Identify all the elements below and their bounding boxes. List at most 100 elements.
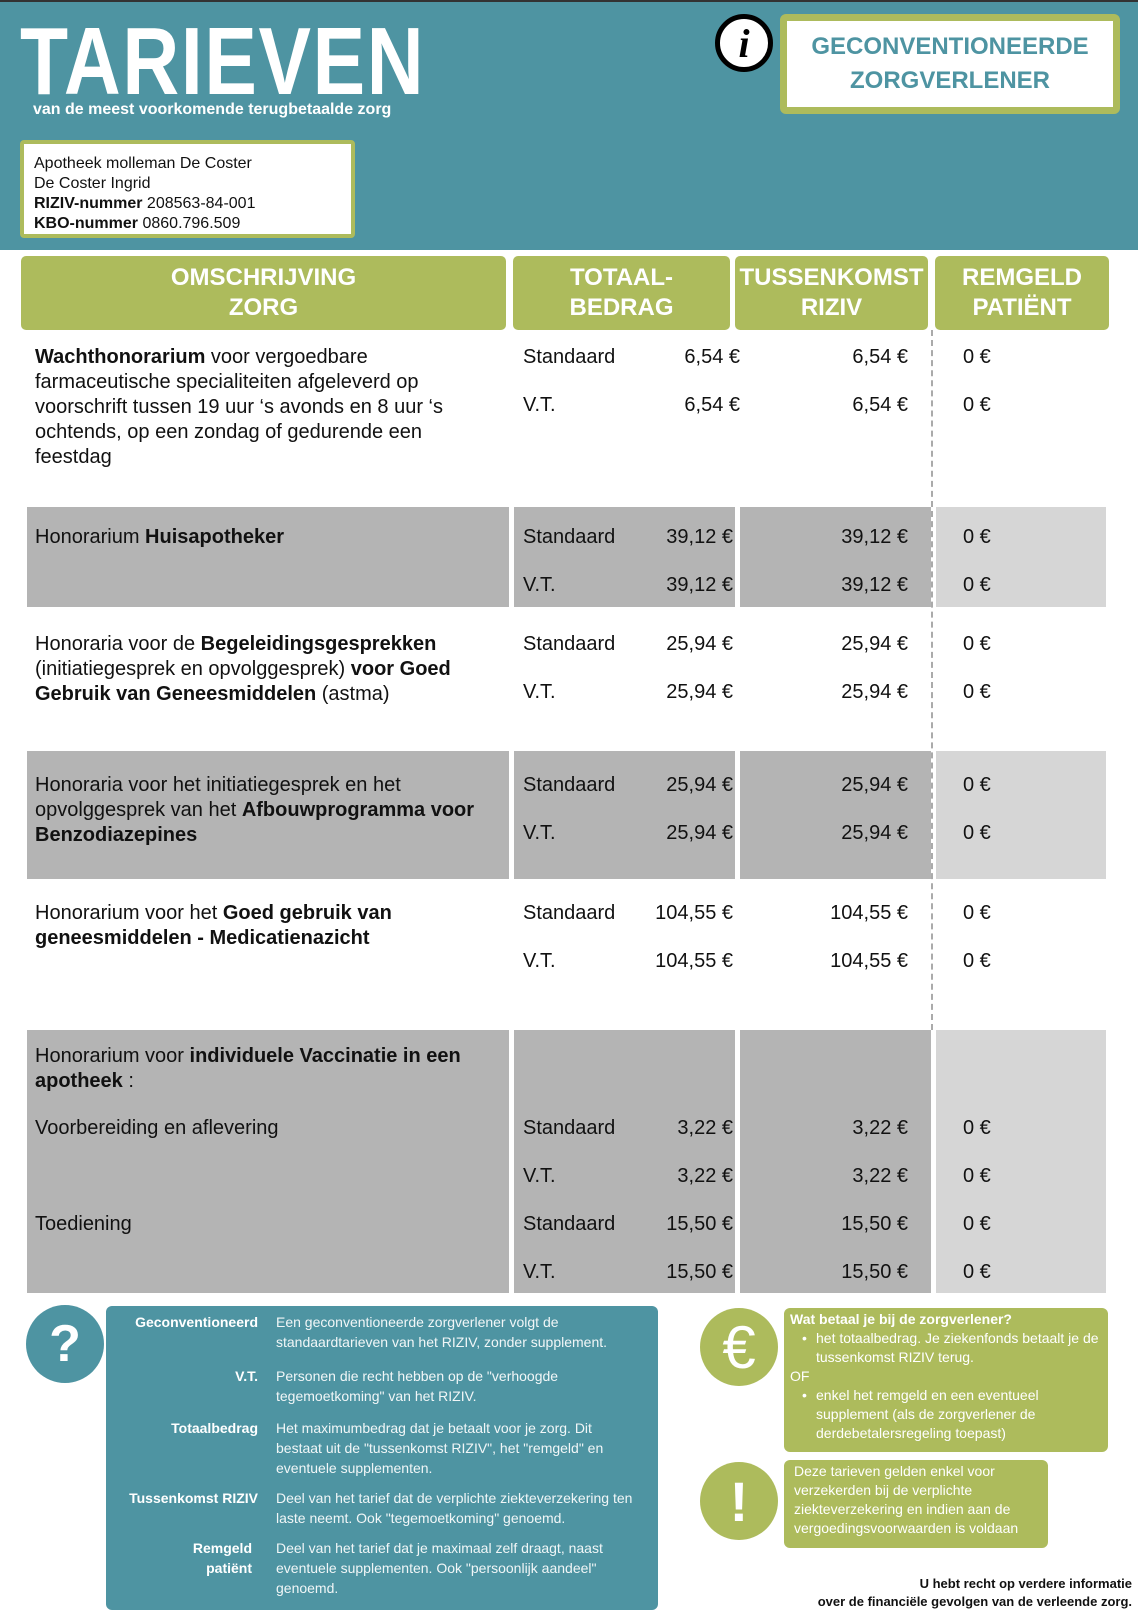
payment-info-box: Wat betaal je bij de zorgverlener? het t… <box>784 1308 1108 1452</box>
remgeld-value: 0 € <box>963 950 991 972</box>
description-segment: Wachthonorarium <box>35 346 206 368</box>
pharmacy-info: Apotheek molleman De Coster De Coster In… <box>20 140 355 238</box>
remgeld-value: 0 € <box>963 526 991 548</box>
rate-type-label: V.T. <box>523 950 556 972</box>
row-description: Honoraria voor het initiatiegesprek en h… <box>35 773 485 848</box>
remgeld-value: 0 € <box>963 394 991 416</box>
row-bg-description <box>27 1030 509 1293</box>
row-bg-totaal <box>514 1030 735 1293</box>
remgeld-value: 0 € <box>963 346 991 368</box>
payment-or: OF <box>790 1368 810 1384</box>
rate-type-label: V.T. <box>523 822 556 844</box>
totaal-value: 104,55 € <box>655 950 733 972</box>
tussenkomst-value: 15,50 € <box>841 1213 908 1235</box>
row-description: Wachthonorarium voor vergoedbare farmace… <box>35 345 485 470</box>
description-segment: Begeleidingsgesprekken <box>200 633 437 655</box>
glossary-term: Tussenkomst RIZIV <box>129 1490 258 1506</box>
payment-option: enkel het remgeld en een eventueel suppl… <box>790 1386 1102 1443</box>
description-segment: : <box>122 1070 134 1092</box>
rate-type-label: V.T. <box>523 394 556 416</box>
description-segment: individuele Vaccinatie in een apotheek <box>35 1045 461 1092</box>
tussenkomst-value: 104,55 € <box>830 950 908 972</box>
col-label: TUSSENKOMST <box>739 264 924 291</box>
col-label: ZORG <box>228 294 299 321</box>
kbo-value: 0860.796.509 <box>142 215 241 232</box>
row-bg-description <box>27 751 509 879</box>
euro-icon: € <box>700 1308 778 1386</box>
totaal-value: 15,50 € <box>666 1261 733 1283</box>
tussenkomst-value: 104,55 € <box>830 902 908 924</box>
remgeld-value: 0 € <box>963 774 991 796</box>
description-segment: Honoraria voor het initiatiegesprek en h… <box>35 774 401 821</box>
glossary-definition: Het maximumbedrag dat je betaalt voor je… <box>276 1420 604 1476</box>
totaal-value: 25,94 € <box>666 681 733 703</box>
footer-line: U hebt recht op verdere informatie <box>919 1576 1132 1591</box>
tussenkomst-value: 6,54 € <box>852 346 908 368</box>
footer-note: U hebt recht op verdere informatie over … <box>818 1575 1132 1611</box>
description-segment: (initiatiegesprek en opvolggesprek) <box>35 658 351 680</box>
remgeld-value: 0 € <box>963 1261 991 1283</box>
page-subtitle: van de meest voorkomende terugbetaalde z… <box>33 101 392 118</box>
row-bg-remgeld <box>936 751 1106 879</box>
col-label: PATIËNT <box>972 294 1072 321</box>
row-bg-remgeld <box>936 507 1106 607</box>
row-description: Honorarium Huisapotheker <box>35 525 485 550</box>
description-segment: Goed gebruik van geneesmiddelen - Medica… <box>35 902 392 949</box>
row-bg-tussenkomst <box>740 507 931 607</box>
remgeld-value: 0 € <box>963 681 991 703</box>
tussenkomst-value: 3,22 € <box>852 1165 908 1187</box>
glossary-definition: Een geconventioneerde zorgverlener volgt… <box>276 1314 608 1350</box>
totaal-value: 104,55 € <box>655 902 733 924</box>
description-segment: (astma) <box>316 683 390 705</box>
page-title: TARIEVEN <box>20 8 426 115</box>
description-segment: Honorarium voor <box>35 1045 190 1067</box>
description-segment: voor Goed Gebruik van Geneesmiddelen <box>35 658 451 705</box>
column-header-omschrijving: OMSCHRIJVING ZORG <box>21 256 506 330</box>
description-segment: Honorarium voor het <box>35 902 223 924</box>
totaal-value: 39,12 € <box>666 526 733 548</box>
rate-type-label: V.T. <box>523 681 556 703</box>
payment-option: het totaalbedrag. Je ziekenfonds betaalt… <box>790 1329 1102 1367</box>
remgeld-value: 0 € <box>963 1213 991 1235</box>
totaal-value: 3,22 € <box>677 1165 733 1187</box>
row-bg-description <box>27 507 509 607</box>
row-bg-totaal <box>514 507 735 607</box>
exclamation-icon: ! <box>700 1462 778 1540</box>
rate-type-label: Standaard <box>523 633 616 655</box>
riziv-label: RIZIV-nummer <box>34 195 143 212</box>
question-icon: ? <box>26 1305 104 1383</box>
col-label: OMSCHRIJVING <box>170 264 357 291</box>
payment-title: Wat betaal je bij de zorgverlener? <box>790 1311 1012 1327</box>
row-sublabel: Voorbereiding en aflevering <box>35 1117 279 1139</box>
glossary-term: Remgeld patiënt <box>192 1540 252 1576</box>
col-label: TOTAAL- <box>569 264 674 291</box>
rate-type-label: Standaard <box>523 1213 616 1235</box>
remgeld-value: 0 € <box>963 1117 991 1139</box>
tussenkomst-value: 25,94 € <box>841 774 908 796</box>
rate-type-label: Standaard <box>523 774 616 796</box>
remgeld-value: 0 € <box>963 633 991 655</box>
description-segment: Honoraria voor de <box>35 633 201 655</box>
rate-type-label: Standaard <box>523 346 616 368</box>
tussenkomst-value: 3,22 € <box>852 1117 908 1139</box>
row-description: Honorarium voor individuele Vaccinatie i… <box>35 1044 485 1094</box>
column-header-remgeld: REMGELD PATIËNT <box>935 256 1109 330</box>
remgeld-value: 0 € <box>963 1165 991 1187</box>
tussenkomst-value: 25,94 € <box>841 681 908 703</box>
totaal-value: 15,50 € <box>666 1213 733 1235</box>
glossary-box: Geconventioneerd Een geconventioneerde zo… <box>106 1306 658 1610</box>
totaal-value: 6,54 € <box>684 394 740 416</box>
col-label: RIZIV <box>800 294 863 321</box>
glossary-definition: Deel van het tarief dat de verplichte zi… <box>276 1490 633 1526</box>
glossary-definition: Deel van het tarief dat je maximaal zelf… <box>276 1540 603 1596</box>
row-description: Honorarium voor het Goed gebruik van gen… <box>35 901 485 951</box>
glossary-term: Geconventioneerd <box>135 1314 258 1330</box>
column-divider <box>931 330 933 1030</box>
pharmacy-name: Apotheek molleman De Coster <box>34 155 252 172</box>
totaal-value: 6,54 € <box>684 346 740 368</box>
row-sublabel: Toediening <box>35 1213 132 1235</box>
tussenkomst-value: 25,94 € <box>841 822 908 844</box>
totaal-value: 25,94 € <box>666 822 733 844</box>
rate-type-label: Standaard <box>523 1117 616 1139</box>
tussenkomst-value: 25,94 € <box>841 633 908 655</box>
